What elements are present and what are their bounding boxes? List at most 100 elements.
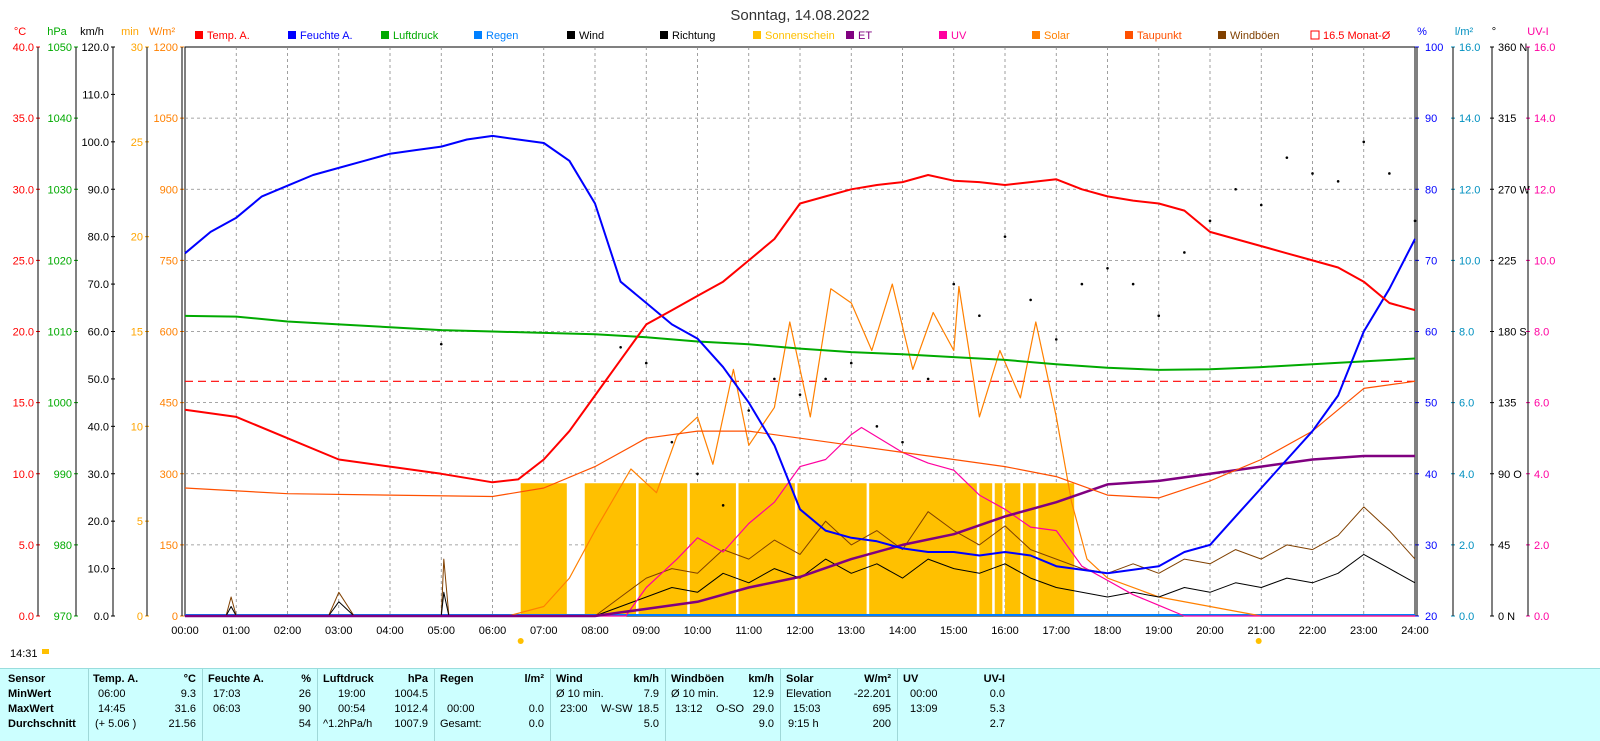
humidity-min-value: 26	[298, 688, 311, 700]
legend-swatch-gusts	[1218, 31, 1226, 39]
wind-tick-label: 50.0	[88, 374, 109, 386]
temp-unit-label: °C	[14, 26, 26, 38]
uv-min-time: 00:00	[910, 688, 938, 700]
gusts-max-direction: O-SO	[716, 703, 745, 715]
wind-avg10-label: Ø 10 min.	[556, 688, 604, 700]
chart-title: Sonntag, 14.08.2022	[730, 7, 869, 24]
rain-tick-label: 4.0	[1459, 469, 1474, 481]
plot-grid	[184, 46, 1416, 617]
pressure-max-value: 1012.4	[394, 703, 428, 715]
current-time-label: 14:31	[10, 648, 38, 660]
direction-point	[1131, 282, 1135, 286]
time-label: 20:00	[1196, 625, 1224, 637]
sunshine-bar	[979, 483, 993, 616]
sunshine-tick-label: 20	[131, 232, 143, 244]
series-layer	[184, 134, 1417, 618]
direction-point	[670, 440, 674, 444]
direction-point	[875, 425, 879, 428]
rain-max-time: 00:00	[447, 703, 475, 715]
pressure-tick-label: 1050	[48, 42, 72, 54]
direction-point	[901, 440, 904, 444]
wind-max-value: 18.5	[637, 703, 659, 715]
direction-tick-label: 0 N	[1498, 611, 1515, 623]
uv-min-value: 0.0	[989, 688, 1005, 700]
time-label: 04:00	[376, 625, 404, 637]
legend-swatch-wind	[567, 31, 575, 39]
direction-point	[1208, 219, 1212, 223]
direction-point	[619, 346, 622, 349]
direction-point	[439, 342, 443, 346]
legend-label-direction: Richtung	[672, 30, 715, 42]
uv-tick-label: 10.0	[1534, 255, 1555, 267]
temp-tick-label: 30.0	[13, 184, 34, 196]
gusts-unit: km/h	[748, 673, 774, 685]
direction-tick-label: 180 S	[1498, 327, 1527, 339]
rain-total-value: 0.0	[528, 718, 544, 730]
humidity-tick-label: 30	[1425, 540, 1437, 552]
time-label: 11:00	[735, 625, 762, 637]
sunrise-marker	[517, 638, 524, 644]
direction-point	[1388, 172, 1391, 175]
time-label: 12:00	[786, 625, 814, 637]
direction-tick-label: 270 W	[1498, 184, 1530, 196]
uv-tick-label: 14.0	[1534, 113, 1555, 125]
wind-tick-label: 0.0	[94, 611, 109, 623]
direction-point	[824, 377, 827, 381]
sunshine-bar	[797, 483, 867, 616]
sunshine-tick-label: 10	[131, 421, 143, 433]
direction-point	[1336, 180, 1340, 183]
direction-point	[1183, 251, 1186, 254]
wind-tick-label: 100.0	[81, 137, 109, 149]
humidity-tick-label: 80	[1425, 184, 1437, 196]
table-header-solar: Solar	[786, 673, 814, 685]
legend-swatch-et	[846, 31, 854, 39]
humidity-max-value: 90	[298, 703, 311, 715]
direction-point	[1003, 235, 1007, 238]
direction-tick-label: 360 N	[1498, 42, 1527, 54]
direction-point	[1234, 187, 1237, 191]
sunshine-bar	[689, 483, 736, 616]
wind-tick-label: 110.0	[82, 89, 109, 101]
solar-tick-label: 900	[160, 184, 178, 196]
direction-point	[798, 393, 802, 397]
solar-series	[185, 283, 1415, 617]
humidity-unit: %	[301, 673, 311, 685]
pressure-tick-label: 1010	[48, 327, 72, 339]
direction-point	[1362, 140, 1366, 144]
time-label: 16:00	[991, 625, 1019, 637]
temp-tick-label: 0.0	[19, 611, 34, 623]
rain-tick-label: 14.0	[1459, 113, 1480, 125]
uv-max-value: 5.3	[989, 703, 1005, 715]
direction-point	[1285, 156, 1289, 159]
direction-point	[1106, 266, 1109, 270]
rain-tick-label: 0.0	[1459, 611, 1474, 623]
time-label: 03:00	[325, 625, 353, 637]
direction-point	[696, 472, 699, 476]
direction-point	[1029, 298, 1032, 302]
legend-label-wind: Wind	[579, 30, 604, 42]
legend-label-pressure: Luftdruck	[393, 30, 439, 42]
rain-tick-label: 6.0	[1459, 398, 1474, 410]
time-label: 21:00	[1247, 625, 1275, 637]
legend-swatch-direction	[660, 31, 668, 39]
legend-swatch-temp	[195, 31, 203, 39]
time-label: 08:00	[581, 625, 609, 637]
gusts-avg10-value: 12.9	[752, 688, 774, 700]
direction-point	[644, 361, 648, 365]
rain-tick-label: 16.0	[1459, 42, 1480, 54]
table-header-humidity: Feuchte A.	[208, 673, 264, 685]
time-axis-labels: 00:00 01:00 02:00 03:00 04:00 05:00 06:00 07:00…	[171, 625, 1429, 644]
sunshine-bar	[738, 483, 795, 616]
axes: 40.035.030.025.020.015.010.05.00.0105010…	[13, 42, 1556, 623]
time-label: 01:00	[222, 625, 250, 637]
legend-swatch-uv	[939, 31, 947, 39]
solar-sun-hours: 9:15 h	[788, 718, 819, 730]
legend-label-gusts: Windböen	[1230, 30, 1280, 42]
direction-point	[721, 504, 725, 507]
table-header-rain: Regen	[440, 673, 474, 685]
temp-tick-label: 35.0	[13, 113, 34, 125]
legend-label-rain: Regen	[486, 30, 518, 42]
table-header-sensor: Sensor	[8, 673, 46, 685]
humidity-tick-label: 20	[1425, 611, 1437, 623]
wind-max-time: 23:00	[560, 703, 588, 715]
